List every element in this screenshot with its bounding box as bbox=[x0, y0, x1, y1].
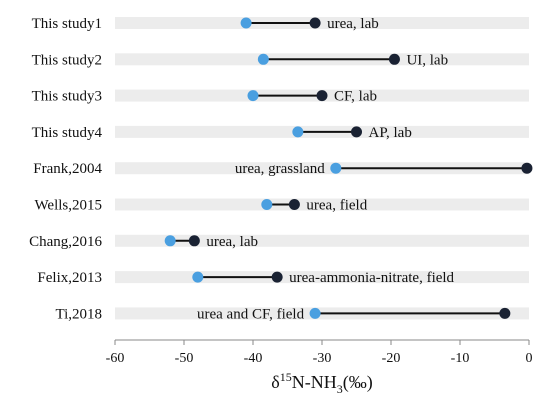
dark-point bbox=[521, 162, 533, 174]
category-label: This study3 bbox=[32, 89, 102, 105]
light-point bbox=[309, 307, 321, 319]
x-tick-label: 0 bbox=[526, 351, 533, 366]
row-annotations: urea, lab UI, lab CF, lab AP, lab urea, gras… bbox=[197, 16, 455, 322]
row-annotation: urea, lab bbox=[327, 16, 379, 32]
category-label: This study4 bbox=[32, 125, 103, 141]
category-label: Felix,2013 bbox=[37, 270, 102, 286]
data-points bbox=[164, 17, 533, 319]
light-point bbox=[261, 199, 273, 210]
x-tick-label: -60 bbox=[106, 351, 125, 366]
light-point bbox=[257, 53, 269, 65]
x-tick-label: -20 bbox=[382, 351, 401, 366]
dark-point bbox=[271, 271, 283, 283]
light-point bbox=[292, 126, 304, 138]
x-tick-label: -40 bbox=[244, 351, 263, 366]
x-axis: -60 -50 -40 -30 -20 -10 0 bbox=[106, 339, 533, 366]
category-labels: This study1 This study2 This study3 This st… bbox=[29, 16, 102, 322]
row-annotation: urea-ammonia-nitrate, field bbox=[289, 270, 454, 286]
row-band bbox=[115, 234, 529, 247]
row-band bbox=[115, 162, 529, 175]
light-point bbox=[240, 17, 252, 29]
range-lines bbox=[170, 22, 527, 315]
light-point bbox=[192, 271, 204, 283]
dark-point bbox=[316, 90, 328, 102]
row-band bbox=[115, 198, 529, 211]
light-point bbox=[164, 235, 176, 247]
row-annotation: urea, grassland bbox=[235, 161, 325, 177]
x-tick-label: -50 bbox=[175, 351, 194, 366]
row-band bbox=[115, 271, 529, 284]
category-label: This study1 bbox=[32, 16, 102, 32]
row-band bbox=[115, 17, 529, 29]
x-tick-label: -10 bbox=[451, 351, 470, 366]
row-annotation: CF, lab bbox=[334, 89, 377, 105]
row-annotation: urea, lab bbox=[206, 234, 258, 250]
x-tick-label: -30 bbox=[313, 351, 332, 366]
category-label: Frank,2004 bbox=[33, 161, 102, 177]
dark-point bbox=[499, 307, 511, 319]
dark-point bbox=[388, 53, 400, 65]
dark-point bbox=[309, 17, 321, 29]
row-annotation: urea, field bbox=[306, 198, 367, 214]
category-label: Chang,2016 bbox=[29, 234, 102, 250]
category-label: Ti,2018 bbox=[55, 306, 102, 322]
light-point bbox=[247, 90, 259, 102]
row-annotation: UI, lab bbox=[406, 52, 448, 68]
category-label: This study2 bbox=[32, 52, 102, 68]
row-annotation: urea and CF, field bbox=[197, 306, 305, 322]
dark-point bbox=[351, 126, 362, 138]
row-annotation: AP, lab bbox=[369, 125, 412, 141]
light-point bbox=[330, 162, 342, 174]
dark-point bbox=[288, 199, 300, 210]
x-axis-label: δ15N-NH3(‰) bbox=[271, 370, 372, 396]
category-label: Wells,2015 bbox=[34, 198, 102, 214]
dark-point bbox=[188, 235, 200, 247]
